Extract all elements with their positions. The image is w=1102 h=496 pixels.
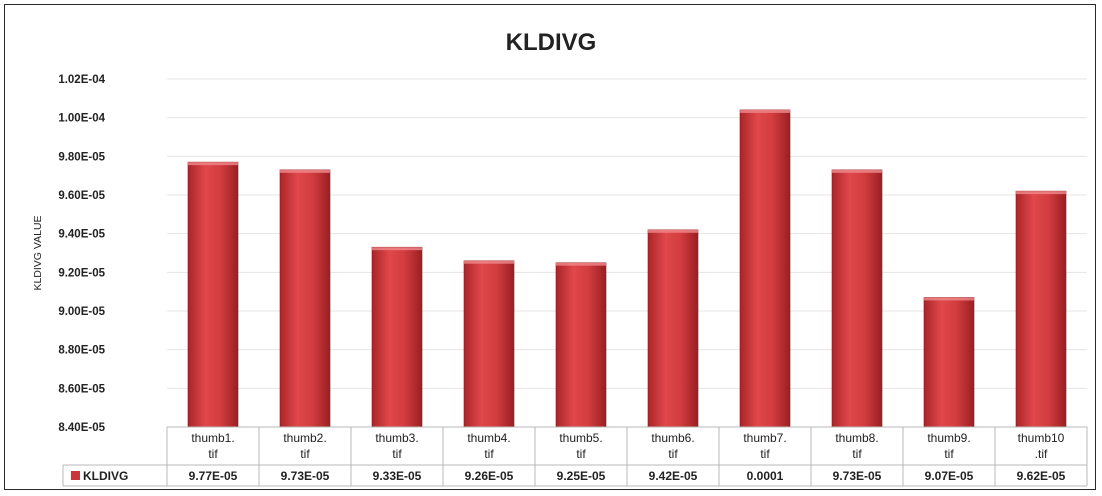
x-category-label: thumb3. bbox=[375, 431, 418, 445]
y-tick-label: 9.00E-05 bbox=[58, 306, 105, 318]
bar-top-highlight bbox=[556, 262, 606, 266]
bar-top-highlight bbox=[372, 247, 422, 251]
data-value-label: 9.25E-05 bbox=[557, 469, 606, 483]
x-category-label: tif bbox=[392, 447, 402, 461]
bar-top-highlight bbox=[188, 162, 238, 166]
x-category-label: thumb2. bbox=[283, 431, 326, 445]
bar-top-highlight bbox=[1016, 191, 1066, 195]
bar-top-highlight bbox=[740, 109, 790, 113]
y-tick-label: 9.20E-05 bbox=[58, 267, 105, 279]
y-axis-label: KLDIVG VALUE bbox=[32, 215, 44, 290]
bar-3 bbox=[371, 246, 423, 428]
data-value-label: 9.33E-05 bbox=[373, 469, 422, 483]
bar-top-highlight bbox=[832, 169, 882, 173]
x-category-label: thumb5. bbox=[559, 431, 602, 445]
x-category-label: tif bbox=[668, 447, 678, 461]
x-category-label: tif bbox=[852, 447, 862, 461]
y-tick-label: 9.40E-05 bbox=[58, 229, 105, 241]
x-category-label: tif bbox=[300, 447, 310, 461]
y-tick-label: 8.60E-05 bbox=[58, 383, 105, 395]
y-tick-label: 8.80E-05 bbox=[58, 345, 105, 357]
legend-label: KLDIVG bbox=[83, 469, 128, 483]
y-tick-label: 8.40E-05 bbox=[58, 422, 105, 434]
bar-10 bbox=[1015, 190, 1067, 428]
y-axis-ticks: 8.40E-05 8.60E-05 8.80E-05 9.00E-05 9.20E-05… bbox=[58, 74, 105, 434]
bar-1 bbox=[187, 161, 239, 428]
y-tick-label: 9.60E-05 bbox=[58, 190, 105, 202]
bar-6 bbox=[647, 229, 699, 428]
y-tick-label: 1.02E-04 bbox=[58, 74, 105, 86]
x-category-label: thumb10 bbox=[1018, 431, 1065, 445]
x-category-label: thumb6. bbox=[651, 431, 694, 445]
x-category-label: thumb1. bbox=[191, 431, 234, 445]
data-value-label: 9.62E-05 bbox=[1017, 469, 1066, 483]
y-tick-label: 9.80E-05 bbox=[58, 151, 105, 163]
x-category-label: tif bbox=[944, 447, 954, 461]
data-value-label: 9.73E-05 bbox=[833, 469, 882, 483]
legend-swatch bbox=[71, 471, 80, 480]
x-category-label: tif bbox=[760, 447, 770, 461]
bar-4 bbox=[463, 260, 515, 428]
x-category-label: tif bbox=[576, 447, 586, 461]
bar-5 bbox=[555, 262, 607, 428]
chart-frame: KLDIVG KLDIVG VALUE 8.40E-05 8.60E-05 8.80… bbox=[4, 4, 1096, 490]
x-category-label: .tif bbox=[1035, 447, 1048, 461]
bar-7 bbox=[739, 109, 791, 428]
data-value-label: 0.0001 bbox=[747, 469, 784, 483]
x-category-label: tif bbox=[484, 447, 494, 461]
bar-9 bbox=[923, 297, 975, 428]
data-value-label: 9.42E-05 bbox=[649, 469, 698, 483]
x-category-label: tif bbox=[208, 447, 218, 461]
x-category-label: thumb8. bbox=[835, 431, 878, 445]
x-category-label: thumb7. bbox=[743, 431, 786, 445]
bar-top-highlight bbox=[924, 297, 974, 301]
x-category-label: thumb4. bbox=[467, 431, 510, 445]
x-category-label: thumb9. bbox=[927, 431, 970, 445]
chart-title: KLDIVG bbox=[506, 29, 597, 56]
bar-8 bbox=[831, 169, 883, 428]
data-table: KLDIVG thumb1. tif 9.77E-05 thumb2. tif 9.73E-… bbox=[62, 426, 1088, 487]
data-value-label: 9.26E-05 bbox=[465, 469, 514, 483]
data-value-label: 9.73E-05 bbox=[281, 469, 330, 483]
bar-2 bbox=[279, 169, 331, 428]
data-value-label: 9.07E-05 bbox=[925, 469, 974, 483]
bar-top-highlight bbox=[464, 260, 514, 264]
y-tick-label: 1.00E-04 bbox=[58, 113, 105, 125]
data-value-label: 9.77E-05 bbox=[189, 469, 238, 483]
bar-top-highlight bbox=[648, 229, 698, 233]
bar-chart: KLDIVG KLDIVG VALUE 8.40E-05 8.60E-05 8.80… bbox=[32, 29, 1088, 487]
bar-top-highlight bbox=[280, 169, 330, 173]
bars bbox=[187, 109, 1067, 428]
